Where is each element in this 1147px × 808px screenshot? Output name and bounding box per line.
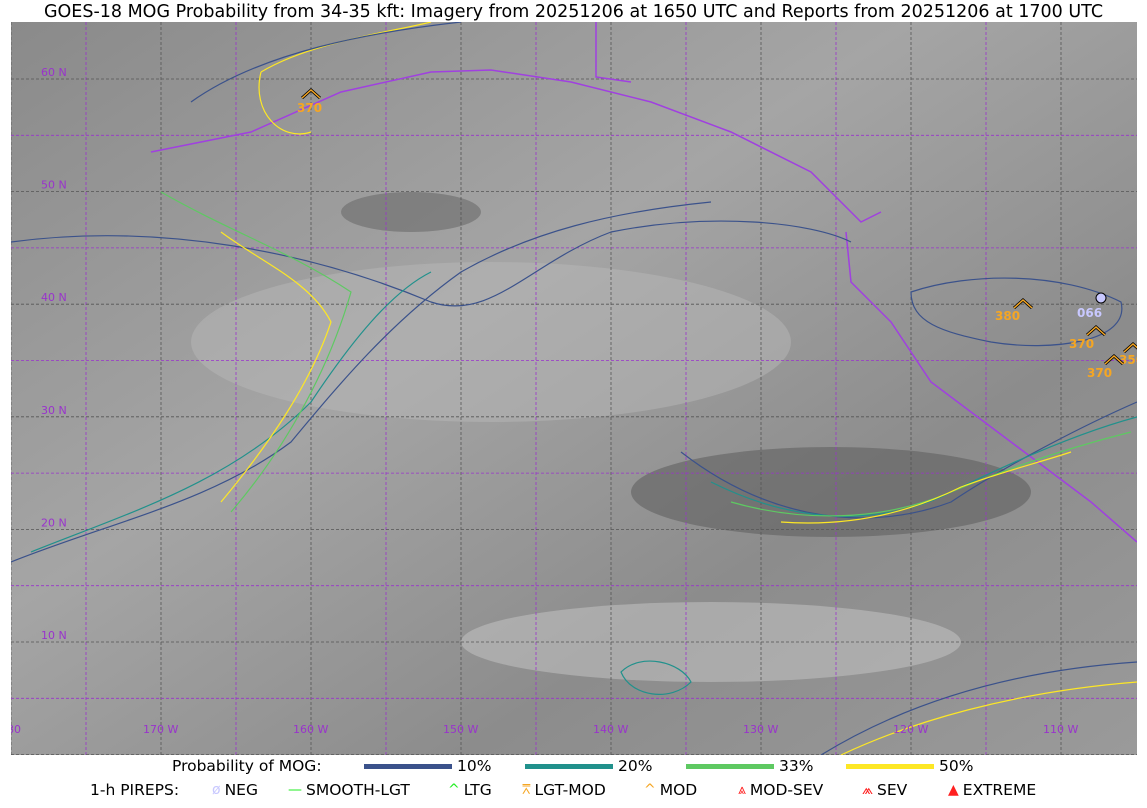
- pirep-legend-item: ⩕ SEV: [862, 781, 907, 799]
- pirep-label: LTG: [463, 781, 492, 799]
- lon-label: 180: [11, 723, 21, 736]
- caret-icon: ^: [448, 782, 460, 798]
- pirep-label: SMOOTH-LGT: [306, 781, 410, 799]
- report-altitude-label: 370: [1087, 366, 1112, 380]
- pirep-legend-item: ▲ EXTREME: [948, 781, 1036, 799]
- report-altitude-label: 350: [1119, 353, 1137, 367]
- lat-lon-grid: [11, 22, 1137, 755]
- latitude-labels: 60 N 50 N 40 N 30 N 20 N 10 N: [41, 66, 67, 642]
- lat-label: 10 N: [41, 629, 67, 642]
- pirep-legend-item: — SMOOTH-LGT: [288, 781, 410, 799]
- lat-label: 50 N: [41, 179, 67, 192]
- map-title: GOES-18 MOG Probability from 34-35 kft: …: [43, 2, 1104, 22]
- double-caret-icon: ⩕: [862, 782, 874, 798]
- lon-label: 140 W: [593, 723, 628, 736]
- pirep-legend-title: 1-h PIREPS:: [90, 781, 180, 799]
- lat-label: 20 N: [41, 516, 67, 529]
- report-altitude-label: 066: [1077, 306, 1102, 320]
- pirep-legend: 1-h PIREPS: ø NEG — SMOOTH-LGT ^ LTG ⩞ LGT-MOD ^…: [0, 781, 1147, 803]
- prob-level-label: 33%: [779, 757, 814, 775]
- longitude-labels: 180 170 W 160 W 150 W 140 W 130 W 120 W 110 W: [11, 723, 1078, 736]
- prob-level-label: 10%: [457, 757, 492, 775]
- line-swatch-icon: [364, 763, 452, 769]
- pirep-label: EXTREME: [962, 781, 1037, 799]
- pirep-legend-item: ^ MOD: [644, 781, 697, 799]
- caret-bar-icon: ⩞: [522, 782, 531, 798]
- pirep-legend-item: ø NEG: [212, 781, 258, 799]
- mog-contours: [11, 22, 1137, 755]
- probability-legend-title: Probability of MOG:: [172, 757, 322, 775]
- caret-icon: ^: [644, 782, 656, 798]
- lon-label: 110 W: [1043, 723, 1078, 736]
- line-swatch-icon: [525, 763, 613, 769]
- prob-legend-item: 50%: [846, 757, 973, 775]
- prob-level-label: 20%: [618, 757, 653, 775]
- double-caret-bar-icon: ⩓: [738, 782, 746, 798]
- coastlines: [150, 22, 1137, 543]
- pirep-legend-item: ^ LTG: [448, 781, 492, 799]
- neg-report-icon: [1095, 292, 1107, 304]
- pirep-reports: 370 380 066 370 350 370: [297, 87, 1137, 380]
- pirep-label: MOD: [659, 781, 698, 799]
- lon-label: 120 W: [893, 723, 928, 736]
- line-swatch-icon: [846, 763, 934, 769]
- lon-label: 130 W: [743, 723, 778, 736]
- lat-label: 60 N: [41, 66, 67, 79]
- lat-label: 30 N: [41, 404, 67, 417]
- lat-label: 40 N: [41, 291, 67, 304]
- prob-legend-item: 33%: [686, 757, 813, 775]
- pirep-label: NEG: [224, 781, 258, 799]
- lon-label: 150 W: [443, 723, 478, 736]
- lon-label: 170 W: [143, 723, 178, 736]
- dash-icon: —: [288, 782, 302, 798]
- prob-legend-item: 10%: [364, 757, 491, 775]
- probability-legend: Probability of MOG: 10% 20% 33% 50%: [0, 757, 1147, 779]
- pirep-label: LGT-MOD: [534, 781, 606, 799]
- report-altitude-label: 370: [1069, 337, 1094, 351]
- line-swatch-icon: [686, 763, 774, 769]
- report-altitude-label: 370: [297, 101, 322, 115]
- satellite-map: 370 380 066 370 350 370 60 N 50 N 40 N 30 N 20 N 1…: [11, 22, 1137, 755]
- lon-label: 160 W: [293, 723, 328, 736]
- report-altitude-label: 380: [995, 309, 1020, 323]
- pirep-legend-item: ⩓ MOD-SEV: [738, 781, 823, 799]
- pirep-label: SEV: [877, 781, 908, 799]
- filled-triangle-icon: ▲: [948, 782, 959, 798]
- pirep-label: MOD-SEV: [749, 781, 824, 799]
- prob-legend-item: 20%: [525, 757, 652, 775]
- neg-circle-slash-icon: ø: [212, 782, 221, 798]
- pirep-legend-item: ⩞ LGT-MOD: [522, 781, 606, 799]
- prob-level-label: 50%: [939, 757, 974, 775]
